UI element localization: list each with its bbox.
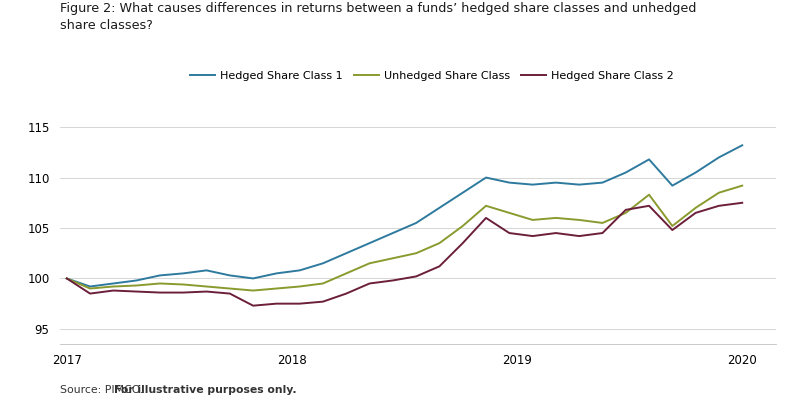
Hedged Share Class 1 <box>691 170 701 175</box>
Hedged Share Class 2 <box>365 281 374 286</box>
Hedged Share Class 1 <box>621 170 630 175</box>
Unhedged Share Class <box>691 206 701 210</box>
Hedged Share Class 2 <box>62 276 71 281</box>
Hedged Share Class 1 <box>458 190 467 195</box>
Hedged Share Class 2 <box>691 210 701 215</box>
Unhedged Share Class <box>295 284 305 289</box>
Hedged Share Class 1 <box>505 180 514 185</box>
Hedged Share Class 2 <box>738 200 747 205</box>
Unhedged Share Class <box>505 210 514 215</box>
Hedged Share Class 1 <box>109 281 118 286</box>
Hedged Share Class 1 <box>342 251 351 256</box>
Hedged Share Class 1 <box>86 284 95 289</box>
Unhedged Share Class <box>574 218 584 222</box>
Hedged Share Class 1 <box>295 268 305 273</box>
Unhedged Share Class <box>598 220 607 225</box>
Unhedged Share Class <box>225 286 234 291</box>
Hedged Share Class 2 <box>132 289 142 294</box>
Text: For illustrative purposes only.: For illustrative purposes only. <box>114 385 297 395</box>
Hedged Share Class 1 <box>644 157 654 162</box>
Hedged Share Class 1 <box>388 231 398 236</box>
Hedged Share Class 2 <box>155 290 165 295</box>
Hedged Share Class 1 <box>434 206 444 210</box>
Hedged Share Class 2 <box>318 299 328 304</box>
Hedged Share Class 2 <box>178 290 188 295</box>
Unhedged Share Class <box>132 283 142 288</box>
Unhedged Share Class <box>388 256 398 261</box>
Unhedged Share Class <box>714 190 724 195</box>
Line: Unhedged Share Class: Unhedged Share Class <box>66 186 742 290</box>
Hedged Share Class 2 <box>388 278 398 283</box>
Text: Source: PIMCO.: Source: PIMCO. <box>60 385 146 395</box>
Line: Hedged Share Class 2: Hedged Share Class 2 <box>66 203 742 306</box>
Hedged Share Class 2 <box>86 291 95 296</box>
Unhedged Share Class <box>271 286 281 291</box>
Hedged Share Class 2 <box>621 208 630 212</box>
Unhedged Share Class <box>318 281 328 286</box>
Unhedged Share Class <box>482 204 491 208</box>
Hedged Share Class 2 <box>342 291 351 296</box>
Unhedged Share Class <box>202 284 211 289</box>
Hedged Share Class 2 <box>225 291 234 296</box>
Unhedged Share Class <box>528 218 538 222</box>
Hedged Share Class 1 <box>574 182 584 187</box>
Hedged Share Class 1 <box>482 175 491 180</box>
Hedged Share Class 1 <box>225 273 234 278</box>
Unhedged Share Class <box>434 241 444 246</box>
Unhedged Share Class <box>248 288 258 293</box>
Hedged Share Class 1 <box>365 241 374 246</box>
Text: share classes?: share classes? <box>60 19 153 32</box>
Text: Figure 2: What causes differences in returns between a funds’ hedged share class: Figure 2: What causes differences in ret… <box>60 2 696 15</box>
Hedged Share Class 1 <box>528 182 538 187</box>
Hedged Share Class 1 <box>411 220 421 225</box>
Unhedged Share Class <box>551 216 561 220</box>
Unhedged Share Class <box>109 284 118 289</box>
Unhedged Share Class <box>365 261 374 266</box>
Hedged Share Class 2 <box>295 301 305 306</box>
Hedged Share Class 2 <box>574 234 584 238</box>
Hedged Share Class 2 <box>458 241 467 246</box>
Hedged Share Class 1 <box>271 271 281 276</box>
Unhedged Share Class <box>178 282 188 287</box>
Hedged Share Class 2 <box>434 264 444 269</box>
Hedged Share Class 1 <box>248 276 258 281</box>
Hedged Share Class 2 <box>202 289 211 294</box>
Unhedged Share Class <box>155 281 165 286</box>
Hedged Share Class 2 <box>644 204 654 208</box>
Hedged Share Class 1 <box>155 273 165 278</box>
Line: Hedged Share Class 1: Hedged Share Class 1 <box>66 145 742 286</box>
Hedged Share Class 2 <box>271 301 281 306</box>
Hedged Share Class 2 <box>551 231 561 236</box>
Unhedged Share Class <box>411 251 421 256</box>
Unhedged Share Class <box>667 224 677 228</box>
Hedged Share Class 1 <box>551 180 561 185</box>
Hedged Share Class 2 <box>667 228 677 232</box>
Unhedged Share Class <box>738 183 747 188</box>
Hedged Share Class 1 <box>62 276 71 281</box>
Hedged Share Class 2 <box>248 303 258 308</box>
Hedged Share Class 2 <box>411 274 421 279</box>
Hedged Share Class 2 <box>109 288 118 293</box>
Hedged Share Class 2 <box>505 231 514 236</box>
Hedged Share Class 2 <box>482 216 491 220</box>
Hedged Share Class 1 <box>714 155 724 160</box>
Unhedged Share Class <box>458 224 467 228</box>
Hedged Share Class 1 <box>202 268 211 273</box>
Hedged Share Class 1 <box>178 271 188 276</box>
Hedged Share Class 1 <box>318 261 328 266</box>
Legend: Hedged Share Class 1, Unhedged Share Class, Hedged Share Class 2: Hedged Share Class 1, Unhedged Share Cla… <box>186 66 678 86</box>
Unhedged Share Class <box>621 210 630 215</box>
Hedged Share Class 1 <box>598 180 607 185</box>
Hedged Share Class 1 <box>667 183 677 188</box>
Hedged Share Class 2 <box>528 234 538 238</box>
Hedged Share Class 2 <box>598 231 607 236</box>
Hedged Share Class 1 <box>132 278 142 283</box>
Unhedged Share Class <box>62 276 71 281</box>
Unhedged Share Class <box>342 271 351 276</box>
Hedged Share Class 2 <box>714 204 724 208</box>
Unhedged Share Class <box>644 192 654 197</box>
Unhedged Share Class <box>86 286 95 291</box>
Hedged Share Class 1 <box>738 143 747 148</box>
